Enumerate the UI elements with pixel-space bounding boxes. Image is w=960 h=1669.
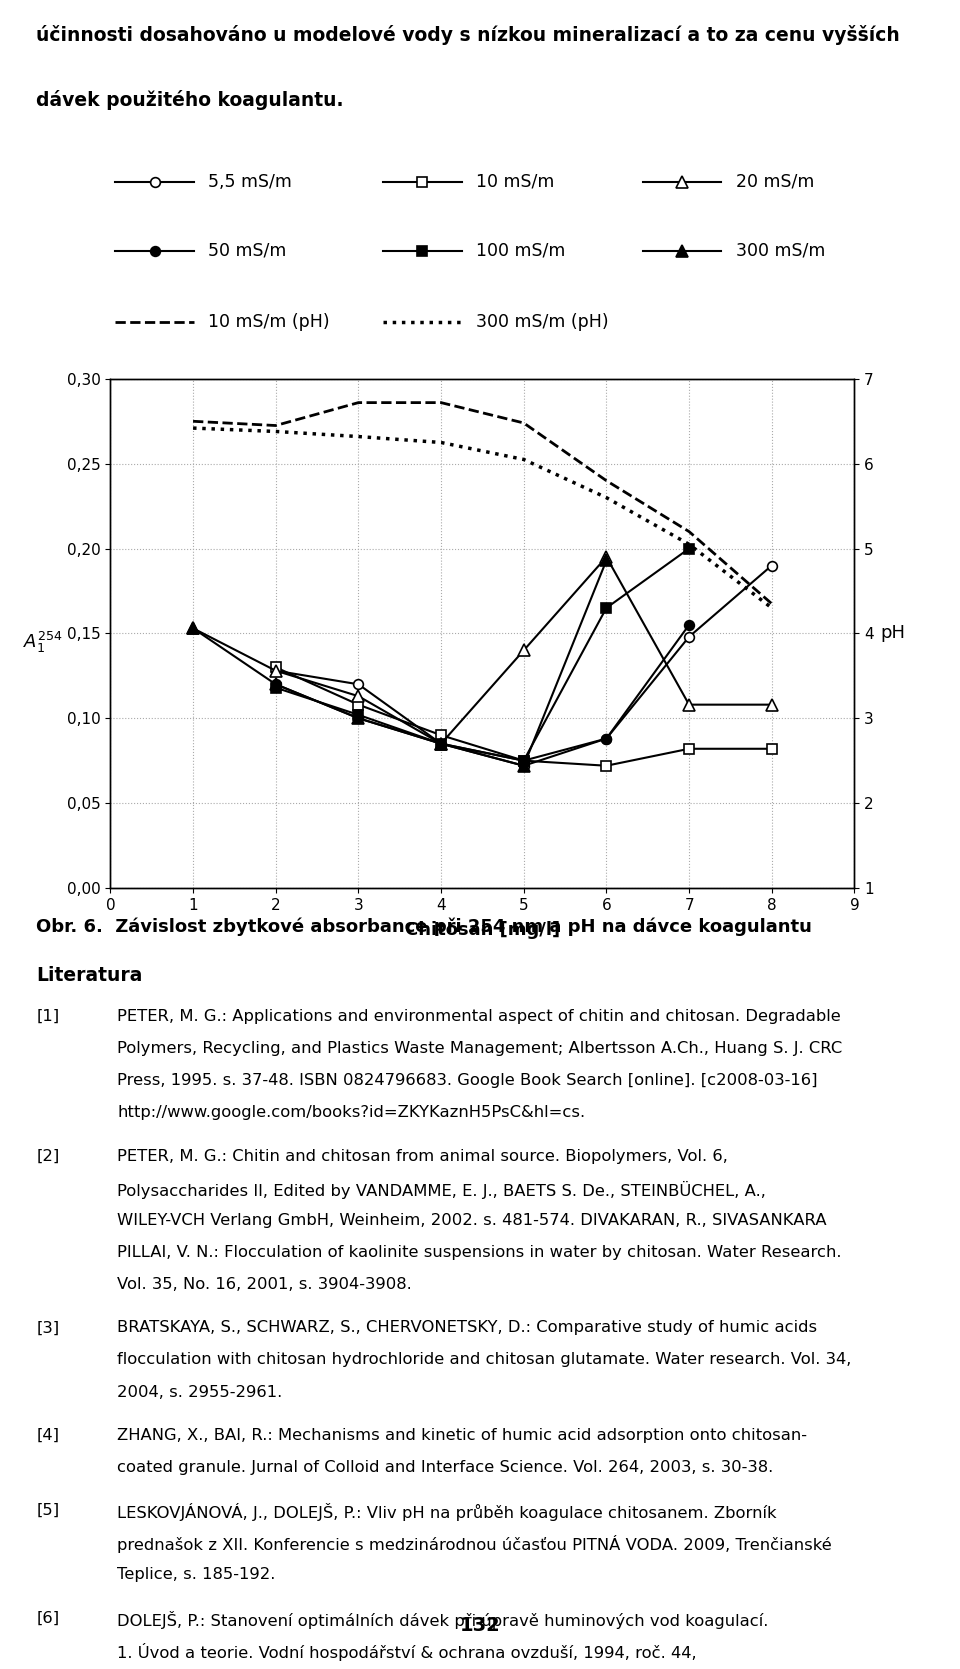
Text: Press, 1995. s. 37-48. ISBN 0824796683. Google Book Search [online]. [c2008-03-1: Press, 1995. s. 37-48. ISBN 0824796683. …	[117, 1073, 818, 1088]
Text: 1. Úvod a teorie. Vodní hospodářství & ochrana ovzduší, 1994, roč. 44,: 1. Úvod a teorie. Vodní hospodářství & o…	[117, 1642, 697, 1661]
Text: 10 mS/m (pH): 10 mS/m (pH)	[208, 312, 329, 330]
Text: Obr. 6.  Závislost zbytkové absorbance při 254 nm a pH na dávce koagulantu: Obr. 6. Závislost zbytkové absorbance př…	[36, 916, 812, 936]
Text: ZHANG, X., BAI, R.: Mechanisms and kinetic of humic acid adsorption onto chitosa: ZHANG, X., BAI, R.: Mechanisms and kinet…	[117, 1427, 807, 1442]
Text: [1]: [1]	[36, 1010, 60, 1025]
Text: Vol. 35, No. 16, 2001, s. 3904-3908.: Vol. 35, No. 16, 2001, s. 3904-3908.	[117, 1277, 412, 1292]
Text: [5]: [5]	[36, 1504, 60, 1519]
Text: [2]: [2]	[36, 1148, 60, 1163]
Text: Polysaccharides II, Edited by VANDAMME, E. J., BAETS S. De., STEINBÜCHEL, A.,: Polysaccharides II, Edited by VANDAMME, …	[117, 1180, 766, 1198]
Text: dávek použitého koagulantu.: dávek použitého koagulantu.	[36, 90, 344, 110]
Text: [4]: [4]	[36, 1427, 60, 1442]
Text: 132: 132	[460, 1616, 500, 1636]
Text: 5,5 mS/m: 5,5 mS/m	[208, 172, 292, 190]
Text: Polymers, Recycling, and Plastics Waste Management; Albertsson A.Ch., Huang S. J: Polymers, Recycling, and Plastics Waste …	[117, 1041, 843, 1056]
Text: [6]: [6]	[36, 1611, 60, 1626]
Text: Literatura: Literatura	[36, 966, 143, 985]
Text: BRATSKAYA, S., SCHWARZ, S., CHERVONETSKY, D.: Comparative study of humic acids: BRATSKAYA, S., SCHWARZ, S., CHERVONETSKY…	[117, 1320, 818, 1335]
Text: coated granule. Jurnal of Colloid and Interface Science. Vol. 264, 2003, s. 30-3: coated granule. Jurnal of Colloid and In…	[117, 1460, 774, 1475]
Text: 300 mS/m (pH): 300 mS/m (pH)	[476, 312, 609, 330]
Y-axis label: pH: pH	[881, 624, 906, 643]
Text: http://www.google.com/books?id=ZKYKaznH5PsC&hl=cs.: http://www.google.com/books?id=ZKYKaznH5…	[117, 1105, 586, 1120]
Text: 300 mS/m: 300 mS/m	[735, 242, 825, 260]
Text: $A_1^{254}$: $A_1^{254}$	[23, 629, 63, 656]
Text: 10 mS/m: 10 mS/m	[476, 172, 554, 190]
Text: 2004, s. 2955-2961.: 2004, s. 2955-2961.	[117, 1385, 282, 1400]
Text: účinnosti dosahováno u modelové vody s nízkou mineralizací a to za cenu vyšších: účinnosti dosahováno u modelové vody s n…	[36, 25, 900, 45]
Text: WILEY-VCH Verlang GmbH, Weinheim, 2002. s. 481-574. DIVAKARAN, R., SIVASANKARA: WILEY-VCH Verlang GmbH, Weinheim, 2002. …	[117, 1213, 827, 1228]
Text: PETER, M. G.: Chitin and chitosan from animal source. Biopolymers, Vol. 6,: PETER, M. G.: Chitin and chitosan from a…	[117, 1148, 729, 1163]
Text: PETER, M. G.: Applications and environmental aspect of chitin and chitosan. Degr: PETER, M. G.: Applications and environme…	[117, 1010, 841, 1025]
Text: LESKOVJÁNOVÁ, J., DOLEJŠ, P.: Vliv pH na průběh koagulace chitosanem. Zborník: LESKOVJÁNOVÁ, J., DOLEJŠ, P.: Vliv pH na…	[117, 1504, 777, 1520]
Text: 20 mS/m: 20 mS/m	[735, 172, 814, 190]
Text: 50 mS/m: 50 mS/m	[208, 242, 286, 260]
Text: prednašok z XII. Konferencie s medzinárodnou účasťou PITNÁ VODA. 2009, Trenčians: prednašok z XII. Konferencie s medzináro…	[117, 1535, 832, 1554]
X-axis label: Chitosan [mg/l]: Chitosan [mg/l]	[405, 921, 560, 940]
Text: PILLAI, V. N.: Flocculation of kaolinite suspensions in water by chitosan. Water: PILLAI, V. N.: Flocculation of kaolinite…	[117, 1245, 842, 1260]
Text: 100 mS/m: 100 mS/m	[476, 242, 565, 260]
Text: [3]: [3]	[36, 1320, 60, 1335]
Text: DOLEJŠ, P.: Stanovení optimálních dávek při úpravě huminových vod koagulací.: DOLEJŠ, P.: Stanovení optimálních dávek …	[117, 1611, 769, 1629]
Text: flocculation with chitosan hydrochloride and chitosan glutamate. Water research.: flocculation with chitosan hydrochloride…	[117, 1352, 852, 1367]
Text: Teplice, s. 185-192.: Teplice, s. 185-192.	[117, 1567, 276, 1582]
